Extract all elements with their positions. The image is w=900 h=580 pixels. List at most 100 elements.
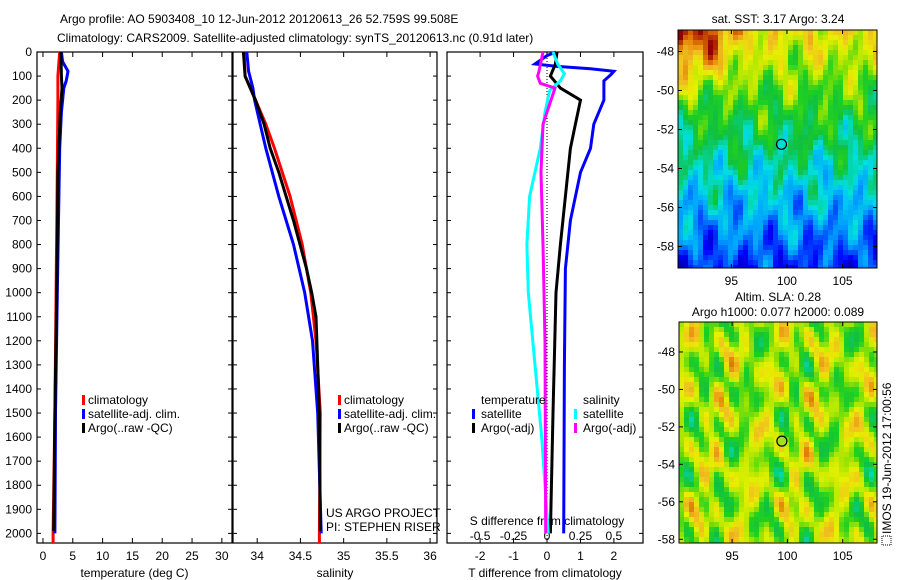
figure-title-line2: Climatology: CARS2009. Satellite-adjuste… (57, 31, 533, 45)
y-tick-label: 1300 (5, 358, 32, 372)
x-tick-label: 34.5 (289, 549, 313, 563)
figure-title-line1: Argo profile: AO 5903408_10 12-Jun-2012 … (60, 12, 458, 26)
sla-map-title-line2: Argo h1000: 0.077 h2000: 0.089 (692, 305, 864, 319)
argo-float-position-marker (775, 138, 788, 150)
x-tick-label: 25 (185, 549, 199, 563)
y-tick-label: 1600 (5, 430, 32, 444)
difference-panel: -2 -1 0 1 2 T difference from climatology -0.5… (446, 50, 644, 580)
y-tick-label: 1400 (5, 382, 32, 396)
y-tick-label: 1800 (5, 478, 32, 492)
y-tick-label: 1500 (5, 406, 32, 420)
x-tick-label: 10 (96, 549, 110, 563)
legend-title-salinity: salinity (583, 393, 620, 407)
lat-tick-label: -50 (658, 382, 676, 396)
legend-swatch (82, 423, 85, 433)
y-tick-label: 600 (12, 189, 32, 203)
lat-tick-label: -52 (657, 122, 675, 136)
sla-map-frame (678, 321, 878, 544)
series-line-argo-raw-qc- (52, 51, 64, 532)
y-tick-label: 1000 (5, 286, 32, 300)
legend-swatch (82, 409, 85, 419)
imos-stamp: IMOS 19-Jun-2012 17:00:56 (880, 382, 894, 546)
series-line-climatology (242, 51, 322, 543)
imos-logo-icon (881, 535, 892, 546)
lon-tick-label: 95 (725, 549, 739, 563)
sst-map-image (678, 30, 877, 268)
lat-tick-label: -52 (658, 420, 676, 434)
lat-tick-label: -48 (657, 44, 675, 58)
lon-tick-label: 105 (833, 549, 853, 563)
lon-tick-label: 95 (725, 274, 739, 288)
lat-tick-label: -58 (657, 240, 675, 254)
legend-label: satellite (481, 407, 522, 421)
legend-label: Argo(-adj) (481, 421, 534, 435)
sst-map-axes: 95 100 105 -48 -50 -52 -54 -56 -58 (657, 29, 878, 288)
x-tick-label: 0 (544, 549, 551, 563)
legend-swatch (574, 423, 577, 433)
x-tick-label: 20 (156, 549, 170, 563)
series-line-salinity-satellite (525, 51, 567, 534)
y-tick-label: 1700 (5, 454, 32, 468)
x-tick-label: 35 (337, 549, 351, 563)
x-axis-label: temperature (deg C) (80, 566, 188, 580)
lat-tick-label: -48 (658, 345, 676, 359)
y-tick-label: 300 (12, 117, 32, 131)
s-tick-label: -0.5 (470, 529, 491, 543)
legend-label: climatology (344, 393, 404, 407)
legend-label: Argo(..raw -QC) (344, 421, 429, 435)
legend-label: satellite-adj. clim. (344, 407, 436, 421)
lat-tick-label: -56 (657, 201, 675, 215)
y-tick-label: 100 (12, 69, 32, 83)
y-tick-label: 200 (12, 93, 32, 107)
y-tick-label: 900 (12, 262, 32, 276)
series-line-salinity-argo-adj- (536, 51, 557, 534)
argo-float-position-marker (776, 435, 788, 447)
y-tick-label: 2000 (5, 526, 32, 540)
legend-swatch (338, 423, 341, 433)
x-tick-label: 1 (577, 549, 584, 563)
x-tick-label: 36 (423, 549, 437, 563)
lon-tick-label: 100 (777, 549, 797, 563)
legend-label: satellite-adj. clim. (88, 407, 180, 421)
x-tick-label: 0 (40, 549, 47, 563)
lon-tick-label: 100 (777, 274, 797, 288)
lat-tick-label: -54 (657, 162, 675, 176)
legend-label: satellite (583, 407, 624, 421)
x-axis-label: salinity (317, 566, 354, 580)
legend-swatch (574, 409, 577, 419)
temperature-panel: 0 5 10 15 20 25 30 temperature (deg C) 0 100 200 30… (5, 45, 233, 580)
salinity-axes-box (232, 51, 438, 544)
y-tick-label: 700 (12, 213, 32, 227)
difference-axes-box (446, 51, 644, 544)
sla-map-image (679, 322, 877, 543)
sst-map-frame (677, 29, 878, 269)
x-tick-label: 35.5 (375, 549, 399, 563)
lat-tick-label: -54 (658, 457, 676, 471)
series-line-temperature-argo-adj- (548, 51, 583, 534)
y-tick-label: 800 (12, 238, 32, 252)
legend-swatch (82, 395, 85, 405)
legend-swatch (338, 395, 341, 405)
x-tick-label: 5 (69, 549, 76, 563)
s-tick-label: 0.25 (569, 529, 593, 543)
lon-tick-label: 105 (833, 274, 853, 288)
lat-tick-label: -50 (657, 83, 675, 97)
salinity-panel: 34 34.5 35 35.5 36 salinity climatologysatelli… (232, 51, 441, 580)
y-tick-label: 1100 (6, 310, 32, 324)
y-tick-label: 1900 (5, 502, 32, 516)
legend-label: Argo(..raw -QC) (88, 421, 173, 435)
imos-stamp-text: IMOS 19-Jun-2012 17:00:56 (880, 382, 894, 534)
x-axis-label: T difference from climatology (468, 566, 622, 580)
s-tick-label: -0.25 (500, 529, 528, 543)
sst-map-title: sat. SST: 3.17 Argo: 3.24 (712, 12, 845, 26)
y-tick-label: 1200 (5, 334, 32, 348)
legend-swatch (472, 423, 475, 433)
temperature-axes-box (36, 51, 233, 544)
lat-tick-label: -56 (658, 495, 676, 509)
y-tick-label: 500 (12, 165, 32, 179)
pi-annotation: PI: STEPHEN RISER (326, 520, 441, 534)
legend-swatch (338, 409, 341, 419)
legend-title-temperature: temperature (481, 393, 546, 407)
y-tick-label: 0 (25, 45, 32, 59)
